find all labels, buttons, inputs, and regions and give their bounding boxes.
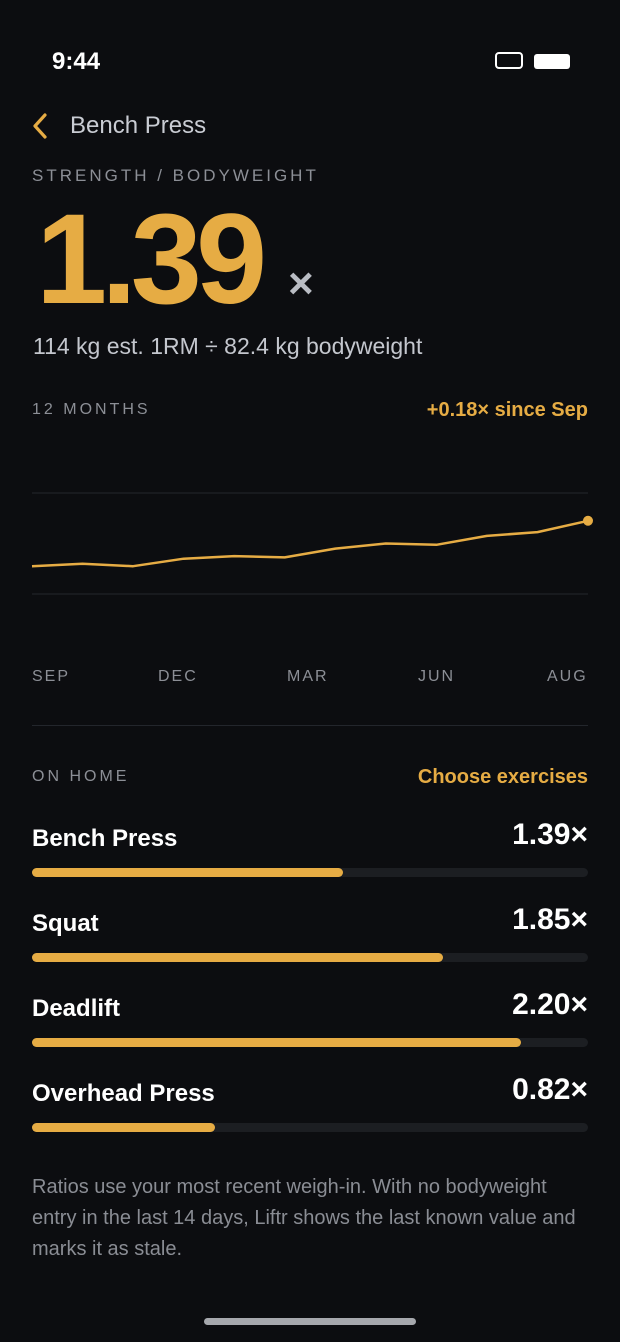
range-label: 12 MONTHS (32, 401, 151, 418)
metric-formula: 114 kg est. 1RM ÷ 82.4 kg bodyweight (33, 333, 423, 359)
chevron-left-icon[interactable] (30, 112, 54, 140)
back-button-label[interactable]: Bench Press (70, 112, 207, 139)
metric-label: STRENGTH / BODYWEIGHT (32, 166, 319, 185)
section-divider (32, 725, 588, 726)
exercise-ratio: 2.20× (512, 988, 588, 1021)
exercise-ratio: 1.85× (512, 903, 588, 936)
exercise-name: Overhead Press (32, 1080, 215, 1107)
ratio-bar (32, 1038, 588, 1047)
status-time: 9:44 (52, 48, 101, 75)
metric-unit: × (288, 259, 314, 308)
screen-mirroring-icon (495, 52, 523, 69)
exercise-name: Deadlift (32, 995, 121, 1022)
series-line (31, 519, 589, 568)
trend-change: +0.18× since Sep (426, 399, 588, 421)
ratio-bar-fill (32, 1038, 522, 1047)
ratio-bar (32, 953, 588, 962)
metric-value: 1.39 (36, 188, 267, 331)
ratio-bar (32, 1123, 588, 1132)
exercise-name: Squat (32, 910, 99, 937)
x-tick-label: SEP (32, 668, 71, 685)
x-tick-label: MAR (287, 668, 329, 685)
exercise-ratio: 0.82× (512, 1073, 588, 1106)
x-tick-label: AUG (547, 668, 588, 685)
footnote: Ratios use your most recent weigh-in. Wi… (32, 1176, 576, 1260)
x-tick-label: JUN (418, 668, 456, 685)
ratio-bar (32, 868, 588, 877)
ratio-bar-fill (32, 953, 444, 962)
trend-chart (31, 492, 593, 595)
ratio-bar-fill (32, 868, 344, 877)
ratio-bar-fill (32, 1123, 216, 1132)
exercise-ratio: 1.39× (512, 818, 588, 851)
home-section-label: ON HOME (32, 768, 130, 785)
latest-point (583, 515, 593, 526)
exercise-name: Bench Press (32, 825, 178, 852)
choose-exercises-button[interactable]: Choose exercises (417, 766, 588, 788)
x-tick-label: DEC (158, 668, 198, 685)
home-indicator[interactable] (204, 1318, 416, 1325)
battery-icon (534, 54, 570, 69)
